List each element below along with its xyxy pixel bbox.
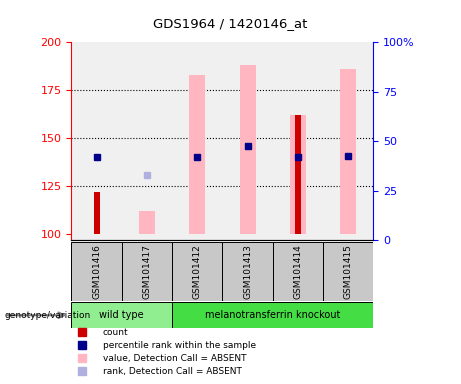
Bar <box>172 242 222 301</box>
Text: GSM101415: GSM101415 <box>344 244 353 299</box>
Bar <box>240 65 256 234</box>
Text: melanotransferrin knockout: melanotransferrin knockout <box>205 310 340 320</box>
Text: GSM101417: GSM101417 <box>142 244 152 299</box>
Text: GSM101414: GSM101414 <box>293 244 302 299</box>
Text: genotype/variation: genotype/variation <box>5 311 91 320</box>
Text: rank, Detection Call = ABSENT: rank, Detection Call = ABSENT <box>103 367 242 376</box>
Text: value, Detection Call = ABSENT: value, Detection Call = ABSENT <box>103 354 246 362</box>
Text: percentile rank within the sample: percentile rank within the sample <box>103 341 256 349</box>
Bar <box>94 192 100 234</box>
Bar <box>340 69 356 234</box>
Bar <box>295 115 301 234</box>
Text: GSM101412: GSM101412 <box>193 244 202 299</box>
Text: wild type: wild type <box>100 310 144 320</box>
Bar <box>172 302 373 328</box>
Text: GSM101413: GSM101413 <box>243 244 252 299</box>
Bar <box>323 242 373 301</box>
Bar <box>71 242 122 301</box>
Text: GSM101416: GSM101416 <box>92 244 101 299</box>
Bar <box>273 242 323 301</box>
Bar <box>189 75 205 234</box>
Text: count: count <box>103 328 129 337</box>
Bar <box>71 302 172 328</box>
Bar <box>139 211 155 234</box>
Bar <box>122 242 172 301</box>
Text: GDS1964 / 1420146_at: GDS1964 / 1420146_at <box>154 17 307 30</box>
Bar <box>222 242 273 301</box>
Bar <box>290 115 306 234</box>
